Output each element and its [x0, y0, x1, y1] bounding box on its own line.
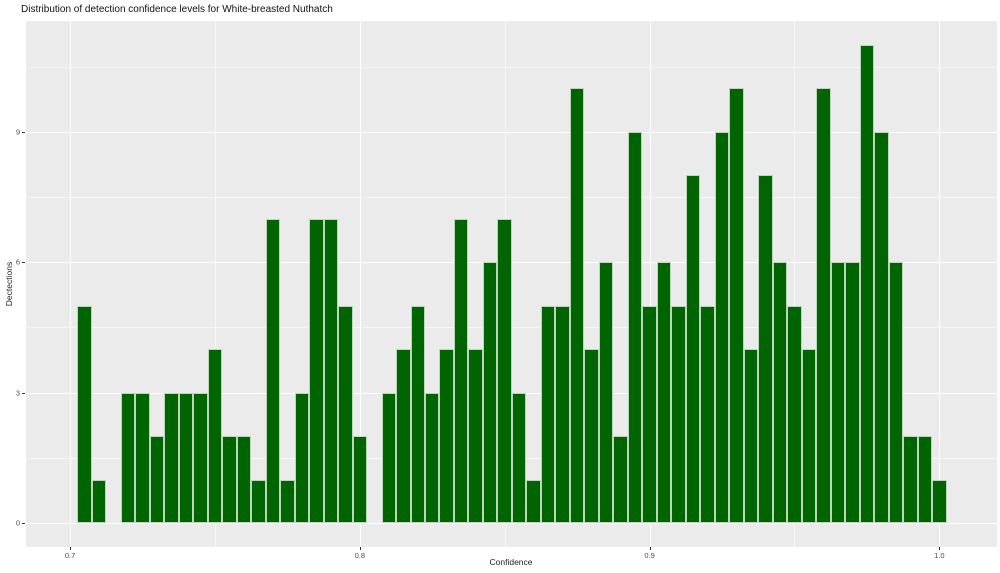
histogram-bar	[323, 218, 339, 524]
histogram-bar	[482, 262, 498, 524]
histogram-bar	[729, 88, 744, 524]
histogram-bar	[830, 262, 846, 524]
histogram-bar	[801, 349, 817, 524]
gridline-x-major	[649, 21, 651, 547]
histogram-bar	[149, 436, 165, 524]
histogram-bar	[917, 436, 933, 524]
gridline-x-minor	[214, 21, 216, 547]
histogram-bar	[511, 392, 527, 524]
y-axis-tick	[22, 262, 25, 264]
histogram-bar	[410, 305, 425, 524]
gridline-y-major	[26, 131, 997, 133]
histogram-bar	[178, 392, 194, 524]
histogram-bar	[265, 218, 281, 524]
histogram-bar	[425, 392, 440, 524]
histogram-bar	[207, 349, 223, 524]
gridline-x-major	[939, 21, 941, 547]
histogram-bar	[932, 479, 947, 524]
histogram-bar	[309, 218, 324, 524]
x-axis-tick	[649, 547, 651, 550]
x-axis-tick-label: 0.9	[644, 551, 655, 560]
histogram-bar	[540, 305, 556, 524]
y-axis-tick-label: 6	[15, 257, 20, 267]
plot-panel	[26, 21, 997, 547]
gridline-x-minor	[794, 21, 796, 547]
histogram-bar	[859, 44, 875, 524]
histogram-bar	[845, 262, 860, 524]
histogram-bar	[758, 175, 773, 524]
gridline-y-major	[26, 523, 997, 525]
histogram-bar	[396, 349, 411, 524]
histogram-bar	[294, 392, 310, 524]
y-axis-tick	[22, 392, 25, 394]
histogram-bar	[714, 131, 730, 524]
histogram-bar	[888, 262, 904, 524]
histogram-bar	[787, 305, 802, 524]
histogram-bar	[352, 436, 368, 524]
histogram-bar	[642, 305, 657, 524]
histogram-bar	[816, 88, 831, 524]
histogram-bar	[584, 349, 599, 524]
histogram-bar	[338, 305, 353, 524]
x-axis-tick	[70, 547, 72, 550]
x-axis-tick	[939, 547, 941, 550]
histogram-bar	[381, 392, 397, 524]
histogram-bar	[135, 392, 150, 524]
x-axis-tick-label: 1.0	[934, 551, 945, 560]
histogram-bar	[222, 436, 237, 524]
gridline-y-minor	[26, 197, 997, 199]
histogram-bar	[251, 479, 266, 524]
histogram-bar	[526, 479, 541, 524]
histogram-bar	[700, 305, 715, 524]
gridline-y-minor	[26, 66, 997, 68]
y-axis-tick-label: 9	[15, 127, 20, 137]
histogram-bar	[91, 479, 107, 524]
histogram-bar	[613, 436, 628, 524]
y-axis-tick-label: 3	[15, 388, 20, 398]
histogram-bar	[164, 392, 179, 524]
x-axis-title: Confidence	[489, 557, 533, 567]
y-axis-tick	[22, 131, 25, 133]
histogram-bar	[555, 305, 570, 524]
y-axis-tick	[22, 523, 25, 525]
histogram-bar	[627, 131, 643, 524]
histogram-bar	[468, 349, 483, 524]
histogram-bar	[743, 349, 759, 524]
histogram-bar	[671, 305, 686, 524]
x-axis-tick	[359, 547, 361, 550]
histogram-bar	[193, 392, 208, 524]
histogram-bar	[772, 262, 788, 524]
histogram-bar	[439, 349, 454, 524]
histogram-bar	[120, 392, 136, 524]
histogram-bar	[569, 88, 585, 524]
x-axis-tick-label: 0.8	[354, 551, 366, 560]
histogram-bar	[280, 479, 295, 524]
histogram-bar	[598, 262, 614, 524]
histogram-bar	[685, 175, 701, 524]
histogram-bar	[874, 131, 889, 524]
gridline-x-major	[359, 21, 361, 547]
gridline-x-major	[70, 21, 72, 547]
histogram-bar	[903, 436, 918, 524]
histogram-bar	[236, 436, 252, 524]
histogram-bar	[453, 218, 469, 524]
histogram-bar	[77, 305, 92, 524]
chart-title: Distribution of detection confidence lev…	[21, 4, 333, 15]
histogram-bar	[497, 218, 512, 524]
y-axis-tick-label: 0	[15, 518, 20, 528]
histogram-bar	[656, 262, 672, 524]
x-axis-tick-label: 0.7	[64, 551, 76, 560]
y-axis-title: Dectections	[4, 261, 14, 307]
